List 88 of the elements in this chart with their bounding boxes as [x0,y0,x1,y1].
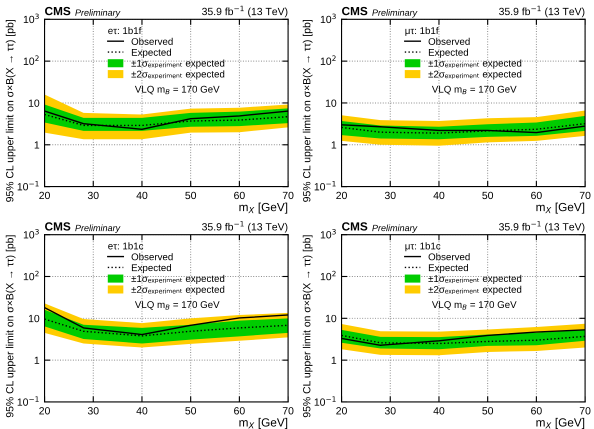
annotation: VLQ m$_{B}$ = 170 GeV [134,86,220,94]
chart-subtitle: Preliminary [75,9,121,18]
x-tick-label: 40 [136,407,148,414]
y-tick-label: 10 [28,99,40,107]
y-axis-title: 95% CL upper limit on σ×B(X → ττ) [pb] [302,235,312,418]
x-tick-label: 30 [88,407,99,414]
y-tick-label: 1 [332,356,336,364]
x-tick-label: 20 [336,407,347,414]
x-tick-label: 70 [580,192,590,200]
legend-label: ±1σₑₓₚₑᵣᵢₘₑₙₜ expected [428,274,522,284]
x-tick-label: 70 [282,407,294,414]
chart-subtitle: Preliminary [75,224,121,233]
legend-label: ±2σₑₓₚₑᵣᵢₘₑₙₜ expected [428,286,522,295]
y-tick-label: 10$^{2}$ [24,55,39,65]
y-tick-label: 10$^{3}$ [24,228,39,238]
y-tick-label: 10$^{2}$ [24,270,39,280]
legend-label: ±2σₑₓₚₑᵣᵢₘₑₙₜ expected [428,70,522,80]
y-tick-label: 10 [28,314,40,322]
x-axis-title: m$_{X}$ [GeV] [536,418,584,429]
y-axis-title: 95% CL upper limit on σ×B(X → ττ) [pb] [6,235,16,418]
y-tick-label: 10$^{3}$ [320,228,336,238]
legend-label: Observed [428,253,470,260]
x-tick-label: 50 [482,407,494,414]
legend-label: Observed [428,38,470,45]
legend-label: ±1σₑₓₚₑᵣᵢₘₑₙₜ expected [131,274,224,284]
x-axis-title: m$_{X}$ [GeV] [239,202,288,214]
annotation: VLQ m$_{B}$ = 170 GeV [432,301,517,310]
x-tick-label: 60 [234,407,245,414]
x-tick-label: 20 [39,192,50,200]
y-tick-label: 1 [34,141,40,149]
x-tick-label: 60 [531,407,542,414]
x-tick-label: 50 [185,192,196,200]
y-tick-label: 10$^{−1}$ [314,396,336,406]
x-tick-label: 30 [88,192,99,200]
text: 35.9 fb$^{−1}$ (13 TeV) [202,221,288,233]
x-tick-label: 50 [185,407,196,414]
y-axis-title: 95% CL upper limit on σ×B(X → ττ) [pb] [6,20,16,202]
y-tick-label: 10$^{2}$ [320,270,336,280]
text: 35.9 fb$^{−1}$ (13 TeV) [499,221,584,233]
text: 35.9 fb$^{−1}$ (13 TeV) [202,6,288,18]
chart-subtitle: Preliminary [372,9,418,18]
y-tick-label: 10$^{−1}$ [18,396,39,406]
legend-label: Expected [132,48,172,58]
chart-title: CMS [342,6,368,16]
x-tick-label: 40 [433,407,444,414]
chart-title: CMS [45,6,70,16]
y-tick-label: 10$^{−1}$ [314,181,336,190]
x-tick-label: 40 [136,192,148,200]
legend-label: Expected [428,264,468,274]
legend-label: ±2σₑₓₚₑᵣᵢₘₑₙₜ expected [131,70,224,80]
x-tick-label: 70 [282,192,294,200]
x-tick-label: 60 [234,192,245,200]
legend-title: μτ: 1b1c [405,242,440,252]
y-tick-label: 10$^{−1}$ [18,181,39,190]
y-tick-label: 10$^{3}$ [24,14,39,24]
y-axis-title: 95% CL upper limit on σ×B(X → ττ) [pb] [302,20,312,202]
legend-label: Observed [132,38,173,45]
y-tick-label: 10 [326,99,336,107]
legend-title: μτ: 1b1f [405,26,439,36]
chart-title: CMS [45,222,70,231]
annotation: VLQ m$_{B}$ = 170 GeV [432,86,517,94]
chart-title: CMS [342,222,368,231]
x-tick-label: 60 [531,192,542,200]
chart-subtitle: Preliminary [372,224,418,233]
x-tick-label: 70 [580,407,590,414]
x-axis-title: m$_{X}$ [GeV] [239,418,288,429]
legend-title: eτ: 1b1f [108,26,142,34]
y-tick-label: 10$^{2}$ [320,55,336,65]
x-tick-label: 20 [39,407,50,414]
y-tick-label: 1 [34,356,40,364]
x-tick-label: 20 [336,192,347,200]
annotation: VLQ m$_{B}$ = 170 GeV [134,301,220,310]
legend-label: Observed [132,253,173,260]
x-tick-label: 30 [384,407,396,414]
x-tick-label: 50 [482,192,494,200]
y-tick-label: 10 [326,314,336,322]
legend-label: Expected [428,48,468,58]
x-tick-label: 30 [384,192,396,200]
legend-label: Expected [132,264,172,274]
legend-label: ±1σₑₓₚₑᵣᵢₘₑₙₜ expected [428,60,522,69]
y-tick-label: 10$^{3}$ [320,14,336,24]
text: 35.9 fb$^{−1}$ (13 TeV) [499,6,584,18]
y-tick-label: 1 [332,141,336,149]
x-tick-label: 40 [433,192,444,200]
x-axis-title: m$_{X}$ [GeV] [536,202,584,214]
legend-label: ±1σₑₓₚₑᵣᵢₘₑₙₜ expected [131,60,224,69]
legend-title: eτ: 1b1c [108,242,144,250]
legend-label: ±2σₑₓₚₑᵣᵢₘₑₙₜ expected [131,286,224,295]
